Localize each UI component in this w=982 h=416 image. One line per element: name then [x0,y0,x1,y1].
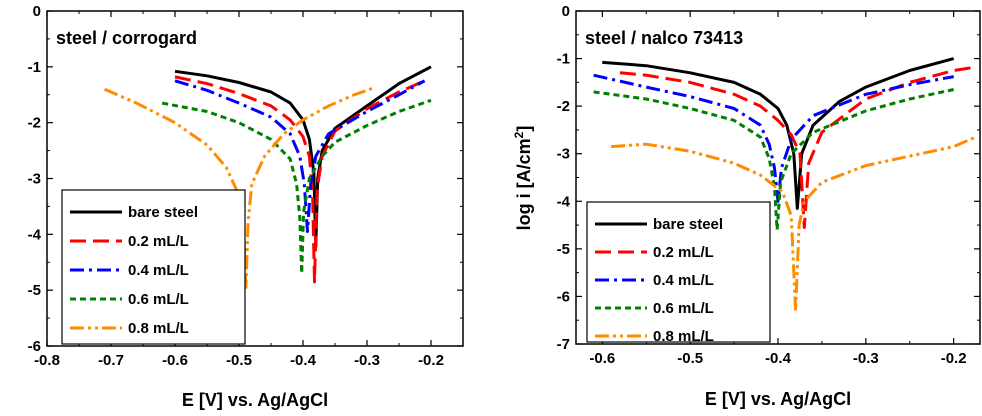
x-tick-label: -0.4 [290,352,317,369]
y-tick-label: -4 [28,226,42,243]
x-tick-label: -0.3 [853,350,879,367]
y-tick-label: -3 [557,146,570,163]
y-tick-label: -6 [28,338,41,355]
axis-ticks: -0.6 -0.5 -0.4 -0.3 -0.2 0 -1 -2 -3 -4 -5 -6 -7 [557,3,980,367]
series-group [593,57,977,313]
x-tick-label: -0.5 [677,350,703,367]
legend-label: 0.2 mL/L [128,233,189,250]
y-tick-label: -5 [557,241,570,258]
y-tick-label: -1 [28,59,41,76]
legend-label: 0.4 mL/L [653,272,714,289]
y-tick-label: 0 [33,3,41,20]
x-axis-title: E [V] vs. Ag/AgCl [182,390,328,410]
series-line [593,88,955,232]
y-tick-label: -2 [557,98,570,115]
chart-panel-nalco: -0.6 -0.5 -0.4 -0.3 -0.2 0 -1 -2 -3 -4 -5 -6 -7 stee… [512,3,981,409]
legend-label: 0.6 mL/L [128,291,189,308]
legend: bare steel 0.2 mL/L 0.4 mL/L 0.6 mL/L 0.8 mL… [586,201,771,345]
series-group [104,65,432,289]
series-line [610,135,977,313]
x-tick-label: -0.5 [226,352,252,369]
y-axis-title: log i [A/cm2] [512,126,534,231]
y-tick-label: -3 [28,171,41,188]
x-tick-label: -0.4 [765,350,792,367]
y-tick-label: -1 [557,51,570,68]
legend-label: 0.4 mL/L [128,262,189,279]
series-line [593,73,954,203]
y-tick-label: -2 [28,115,41,132]
x-tick-label: -0.2 [418,352,444,369]
x-tick-label: -0.3 [354,352,380,369]
series-line [161,98,432,275]
y-tick-label: -5 [28,282,41,299]
x-tick-label: -0.2 [941,350,967,367]
y-tick-label: -4 [557,193,571,210]
legend-label: 0.8 mL/L [128,320,189,337]
y-tick-label: -6 [557,288,570,305]
series-line [174,79,426,233]
legend-label: 0.8 mL/L [653,328,714,345]
axis-ticks: -0.8 -0.7 -0.6 -0.5 -0.4 -0.3 -0.2 0 -1 -2 -3 -4 -5 -… [28,3,463,369]
series-line [602,57,955,210]
x-tick-label: -0.6 [589,350,615,367]
y-tick-label: 0 [562,3,570,20]
legend: bare steel 0.2 mL/L 0.4 mL/L 0.6 mL/L 0.8 mL… [61,189,246,345]
legend-label: 0.2 mL/L [653,244,714,261]
legend-box [61,189,246,345]
x-tick-label: -0.6 [162,352,188,369]
x-tick-label: -0.8 [34,352,60,369]
series-line [104,86,374,289]
legend-label: bare steel [653,216,723,233]
panel-title: steel / nalco 73413 [585,28,743,48]
x-axis-title: E [V] vs. Ag/AgCl [705,389,851,409]
legend-label: bare steel [128,204,198,221]
panel-title: steel / corrogard [56,28,197,48]
x-tick-label: -0.7 [98,352,124,369]
chart-panel-corrogard: -0.8 -0.7 -0.6 -0.5 -0.4 -0.3 -0.2 0 -1 -2 -3 -4 -5 -… [28,3,464,410]
y-tick-label: -7 [557,336,570,353]
legend-label: 0.6 mL/L [653,300,714,317]
